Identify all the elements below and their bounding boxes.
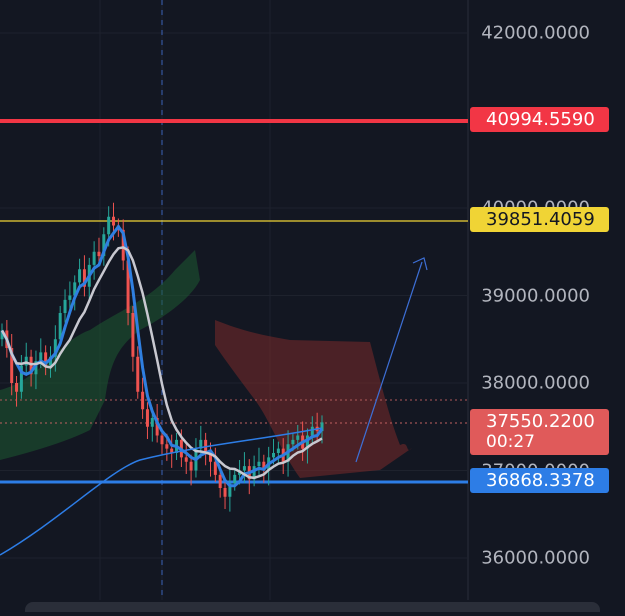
candle-body [170,448,174,453]
trend-line [0,427,323,556]
candle-body [252,466,256,480]
candle-body [68,295,72,300]
price-axis-label: 39000.0000 [481,285,590,306]
forecast-arrow [355,261,423,463]
candle-body [121,229,125,261]
candle-body [228,483,232,497]
price-axis-label: 38000.0000 [481,372,590,394]
candle-body [223,488,227,497]
candle-body [150,418,154,427]
candle-body [184,457,188,462]
candle-body [39,352,43,362]
candle-body [102,234,106,257]
last-price-tag[interactable]: 37550.2200 00:27 [470,409,609,455]
candle-body [291,439,295,445]
candle-body [53,339,57,357]
candle-body [262,461,266,471]
candle-body [208,453,212,462]
candle-body [155,418,159,436]
candle-body [276,448,280,453]
candle-body [24,356,28,366]
tenkan-line [0,224,324,488]
candle-body [0,330,4,340]
candle-body [320,422,324,432]
candle-body [78,269,82,283]
candle-body [189,461,193,471]
ichimoku-cloud-bullish [0,250,200,460]
candle-body [199,439,203,449]
candle-body [126,260,130,313]
candle-body [44,352,48,366]
candle-body [97,251,101,257]
candle-body [131,313,135,357]
candle-body [305,435,309,449]
candle-body [160,435,164,445]
level-price-tag[interactable]: 39851.4059 [470,207,609,232]
candle-body [34,361,38,375]
candle-body [63,299,67,313]
price-axis-label: 36000.0000 [481,547,590,569]
price-axis-label: 42000.0000 [481,22,590,44]
forecast-arrow-head [412,257,428,271]
candle-body [10,348,14,383]
resistance-price-tag[interactable]: 40994.5590 [470,106,609,132]
candle-body [272,453,276,458]
candle-body [257,461,261,467]
candle-body [107,216,111,235]
candle-body [218,474,222,488]
candle-body [73,282,77,296]
candle-body [19,365,23,392]
candle-body [165,444,169,449]
last-price-value: 37550.2200 [486,411,595,432]
ichimoku-cloud-bearish [215,320,412,478]
candle-body [29,356,33,375]
candle-body [58,313,62,340]
candle-body [145,409,149,427]
candle-body [48,356,52,366]
candle-body [310,426,314,436]
candle-body [15,383,19,392]
candle-body [136,356,140,392]
candle-body [92,251,96,265]
candle-body [82,269,86,287]
kijun-line [0,246,323,480]
candle-body [213,461,217,475]
bottom-scrollbar[interactable] [25,602,600,612]
candle-body [296,435,300,440]
candle-body [233,474,237,484]
candle-countdown: 00:27 [486,432,535,452]
candle-body [242,466,246,471]
support-price-tag[interactable]: 36868.3378 [470,468,609,494]
candle-body [141,391,145,410]
candle-body [112,216,116,226]
